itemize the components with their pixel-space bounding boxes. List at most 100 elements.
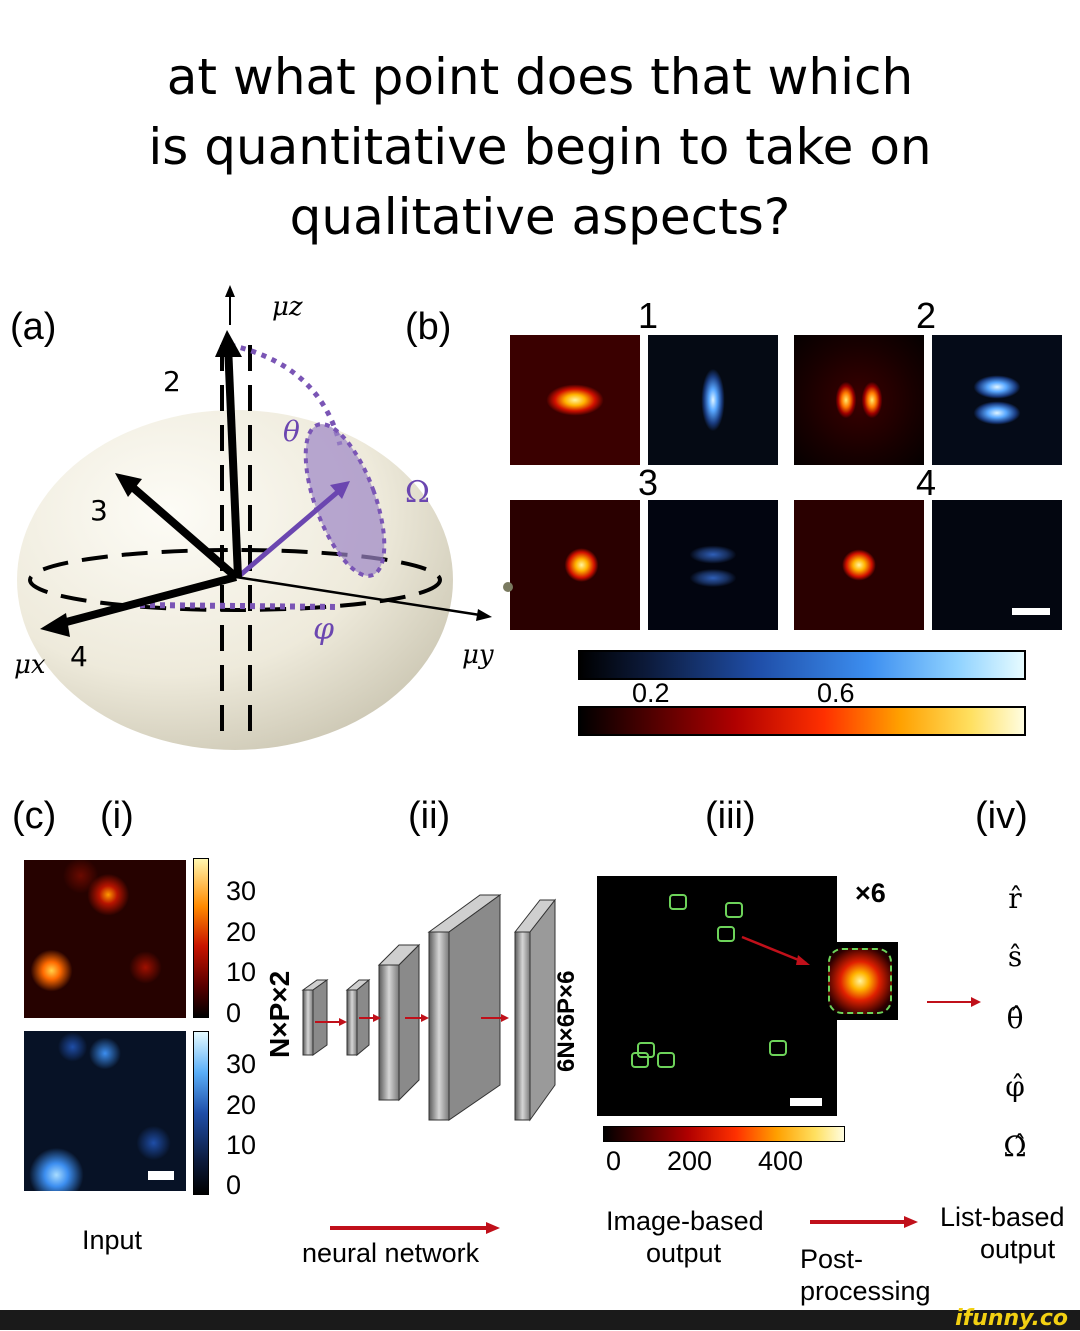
caption-post-1: Post-	[800, 1244, 864, 1274]
colorbar-blue	[578, 650, 1026, 680]
caption-list-output-1: List-based	[940, 1202, 1065, 1232]
output-tick-400: 400	[758, 1146, 804, 1176]
output-theta: θ̂	[1006, 1002, 1024, 1035]
group-label-4: 4	[916, 462, 937, 503]
output-phi: φ̂	[1005, 1070, 1025, 1103]
layer-label-first: N×P×2	[264, 970, 295, 1058]
network-arrow-head	[486, 1222, 500, 1234]
vector-number-2: 2	[163, 365, 181, 398]
equator-dashed	[28, 548, 442, 612]
group-label-3: 3	[638, 462, 659, 503]
group-label-2: 2	[916, 295, 937, 336]
purple-vector-head	[330, 481, 350, 499]
marker-dot	[503, 582, 513, 592]
blue-scale-30: 30	[226, 1049, 257, 1079]
omega-label: Ω	[405, 475, 430, 510]
colorbar-tick-0.6: 0.6	[817, 678, 855, 708]
stage-ii-label: (ii)	[408, 795, 451, 837]
output-colorbar	[603, 1126, 845, 1142]
layer-2	[346, 989, 358, 1056]
zoom-arrow	[741, 935, 810, 965]
layer-4-side	[448, 894, 501, 1121]
layer-4	[428, 931, 450, 1121]
red-scale-10: 10	[226, 957, 257, 987]
output-r: r̂	[1008, 882, 1022, 915]
output-tick-200: 200	[667, 1146, 713, 1176]
caption-line-2: is quantitative begin to take on	[148, 118, 932, 176]
panel-c-label: (c)	[12, 795, 57, 837]
vector-3	[127, 481, 239, 581]
psf-blue-1	[648, 335, 778, 465]
axis-label-mu-z: μz	[272, 292, 303, 322]
colorbar-red	[578, 706, 1026, 736]
red-scale-30: 30	[226, 876, 257, 906]
caption-image-output-2: output	[646, 1238, 722, 1268]
detection-box	[725, 902, 743, 918]
caption-input: Input	[82, 1225, 143, 1255]
input-image-blue	[24, 1031, 186, 1191]
caption-line-3: qualitative aspects?	[289, 188, 791, 246]
z-axis-arrowhead	[225, 285, 235, 297]
blue-scale-10: 10	[226, 1130, 257, 1160]
axis-label-mu-x: μx	[14, 650, 46, 680]
phi-line	[139, 602, 341, 610]
output-omega: Ω̂	[1003, 1130, 1027, 1163]
theta-label: θ	[283, 415, 300, 448]
layer-1	[302, 989, 314, 1056]
vector-4-head	[40, 613, 70, 637]
y-axis-arrowhead	[476, 609, 492, 621]
vector-4	[53, 573, 238, 629]
axis-label-mu-y: μy	[462, 640, 494, 670]
stage-i-label: (i)	[100, 795, 134, 837]
caption-image-output-1: Image-based	[606, 1206, 764, 1236]
purple-vector	[236, 488, 342, 579]
red-scale-0: 0	[226, 998, 242, 1028]
zoomed-spot	[822, 942, 898, 1020]
psf-blue-3	[648, 500, 778, 630]
net-arrow-1-head	[339, 1018, 347, 1026]
post-arrow-small	[927, 997, 981, 1007]
vector-3-head	[115, 473, 142, 497]
zoom-arrow-line	[741, 935, 807, 965]
input-scale-red	[193, 858, 209, 1018]
caption-post-2: processing	[800, 1276, 931, 1306]
network-diagram	[301, 894, 557, 1122]
panel-b-label: (b)	[405, 306, 452, 348]
output-tick-0: 0	[606, 1146, 622, 1176]
psf-blue-4	[932, 500, 1062, 630]
psf-blue-2	[932, 335, 1062, 465]
layer-5-side	[529, 898, 556, 1122]
watermark-logo: ifunny.co	[955, 1306, 1068, 1331]
net-arrow-4-head	[501, 1014, 509, 1022]
output-s: ŝ	[1007, 940, 1023, 973]
group-label-1: 1	[638, 295, 659, 336]
input-image-red	[24, 860, 186, 1018]
layer-3-side	[398, 943, 420, 1102]
phi-label: φ	[313, 612, 335, 647]
network-arrow	[330, 1222, 500, 1234]
colorbar-tick-0.2: 0.2	[632, 678, 670, 708]
scale-bar	[1012, 608, 1050, 615]
post-arrow	[810, 1216, 918, 1228]
zoomed-spot-box	[828, 948, 892, 1014]
multiplier-label: ×6	[855, 878, 886, 908]
layer-1-side	[312, 979, 328, 1056]
watermark-strip	[0, 1310, 1080, 1330]
psf-red-1	[510, 335, 640, 465]
psf-red-2	[794, 335, 924, 465]
vector-number-3: 3	[90, 494, 108, 527]
red-scale-20: 20	[226, 917, 257, 947]
caption-network: neural network	[302, 1238, 480, 1268]
meme-caption: at what point does that which is quantit…	[40, 42, 1040, 252]
stage-iii-label: (iii)	[705, 795, 756, 837]
layer-5	[514, 931, 531, 1121]
net-arrow-3-head	[421, 1014, 429, 1022]
caption-list-output-2: output	[980, 1234, 1056, 1264]
input-scale-bar	[148, 1171, 174, 1180]
input-scale-blue	[193, 1031, 209, 1195]
zoom-arrow-head	[796, 955, 810, 965]
vector-2	[224, 344, 242, 578]
panel-a-label: (a)	[10, 306, 57, 348]
vector-2-head	[215, 330, 242, 357]
blue-scale-20: 20	[226, 1090, 257, 1120]
